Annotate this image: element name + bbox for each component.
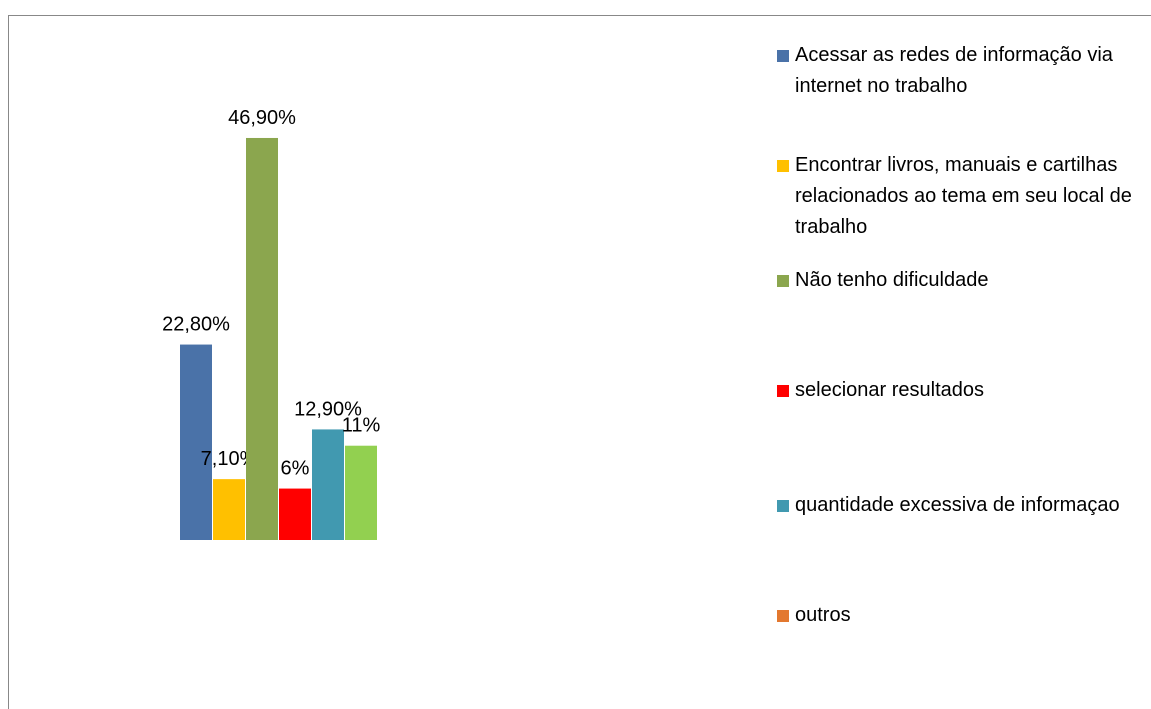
data-label: 7,10% bbox=[201, 448, 258, 470]
legend-swatch bbox=[777, 50, 789, 62]
legend-item: selecionar resultados bbox=[777, 375, 1142, 406]
bar bbox=[246, 137, 278, 540]
legend-label: outros bbox=[795, 604, 851, 626]
legend-label: Encontrar livros, manuais e cartilhas re… bbox=[795, 154, 1132, 238]
bar bbox=[312, 429, 344, 540]
bar bbox=[279, 488, 311, 540]
legend-item: quantidade excessiva de informaçao bbox=[777, 490, 1142, 521]
legend-item: Acessar as redes de informação via inter… bbox=[777, 40, 1142, 102]
legend-label: selecionar resultados bbox=[795, 379, 984, 401]
legend-swatch bbox=[777, 500, 789, 512]
legend-label: Acessar as redes de informação via inter… bbox=[795, 44, 1113, 97]
data-label: 12,90% bbox=[294, 398, 362, 420]
legend-swatch bbox=[777, 275, 789, 287]
legend-swatch bbox=[777, 610, 789, 622]
data-label: 11% bbox=[342, 415, 381, 437]
legend-item: outros bbox=[777, 600, 1142, 631]
data-label: 6% bbox=[281, 458, 310, 480]
bar bbox=[213, 479, 245, 540]
chart-border bbox=[8, 15, 1151, 709]
bar bbox=[345, 445, 377, 540]
data-label: 46,90% bbox=[228, 107, 296, 129]
bar bbox=[180, 344, 212, 540]
legend-label: Não tenho dificuldade bbox=[795, 269, 989, 291]
legend-swatch bbox=[777, 160, 789, 172]
legend-item: Encontrar livros, manuais e cartilhas re… bbox=[777, 150, 1142, 243]
legend-item: Não tenho dificuldade bbox=[777, 265, 1142, 296]
legend-swatch bbox=[777, 385, 789, 397]
data-label: 22,80% bbox=[162, 314, 230, 336]
legend-label: quantidade excessiva de informaçao bbox=[795, 494, 1120, 516]
